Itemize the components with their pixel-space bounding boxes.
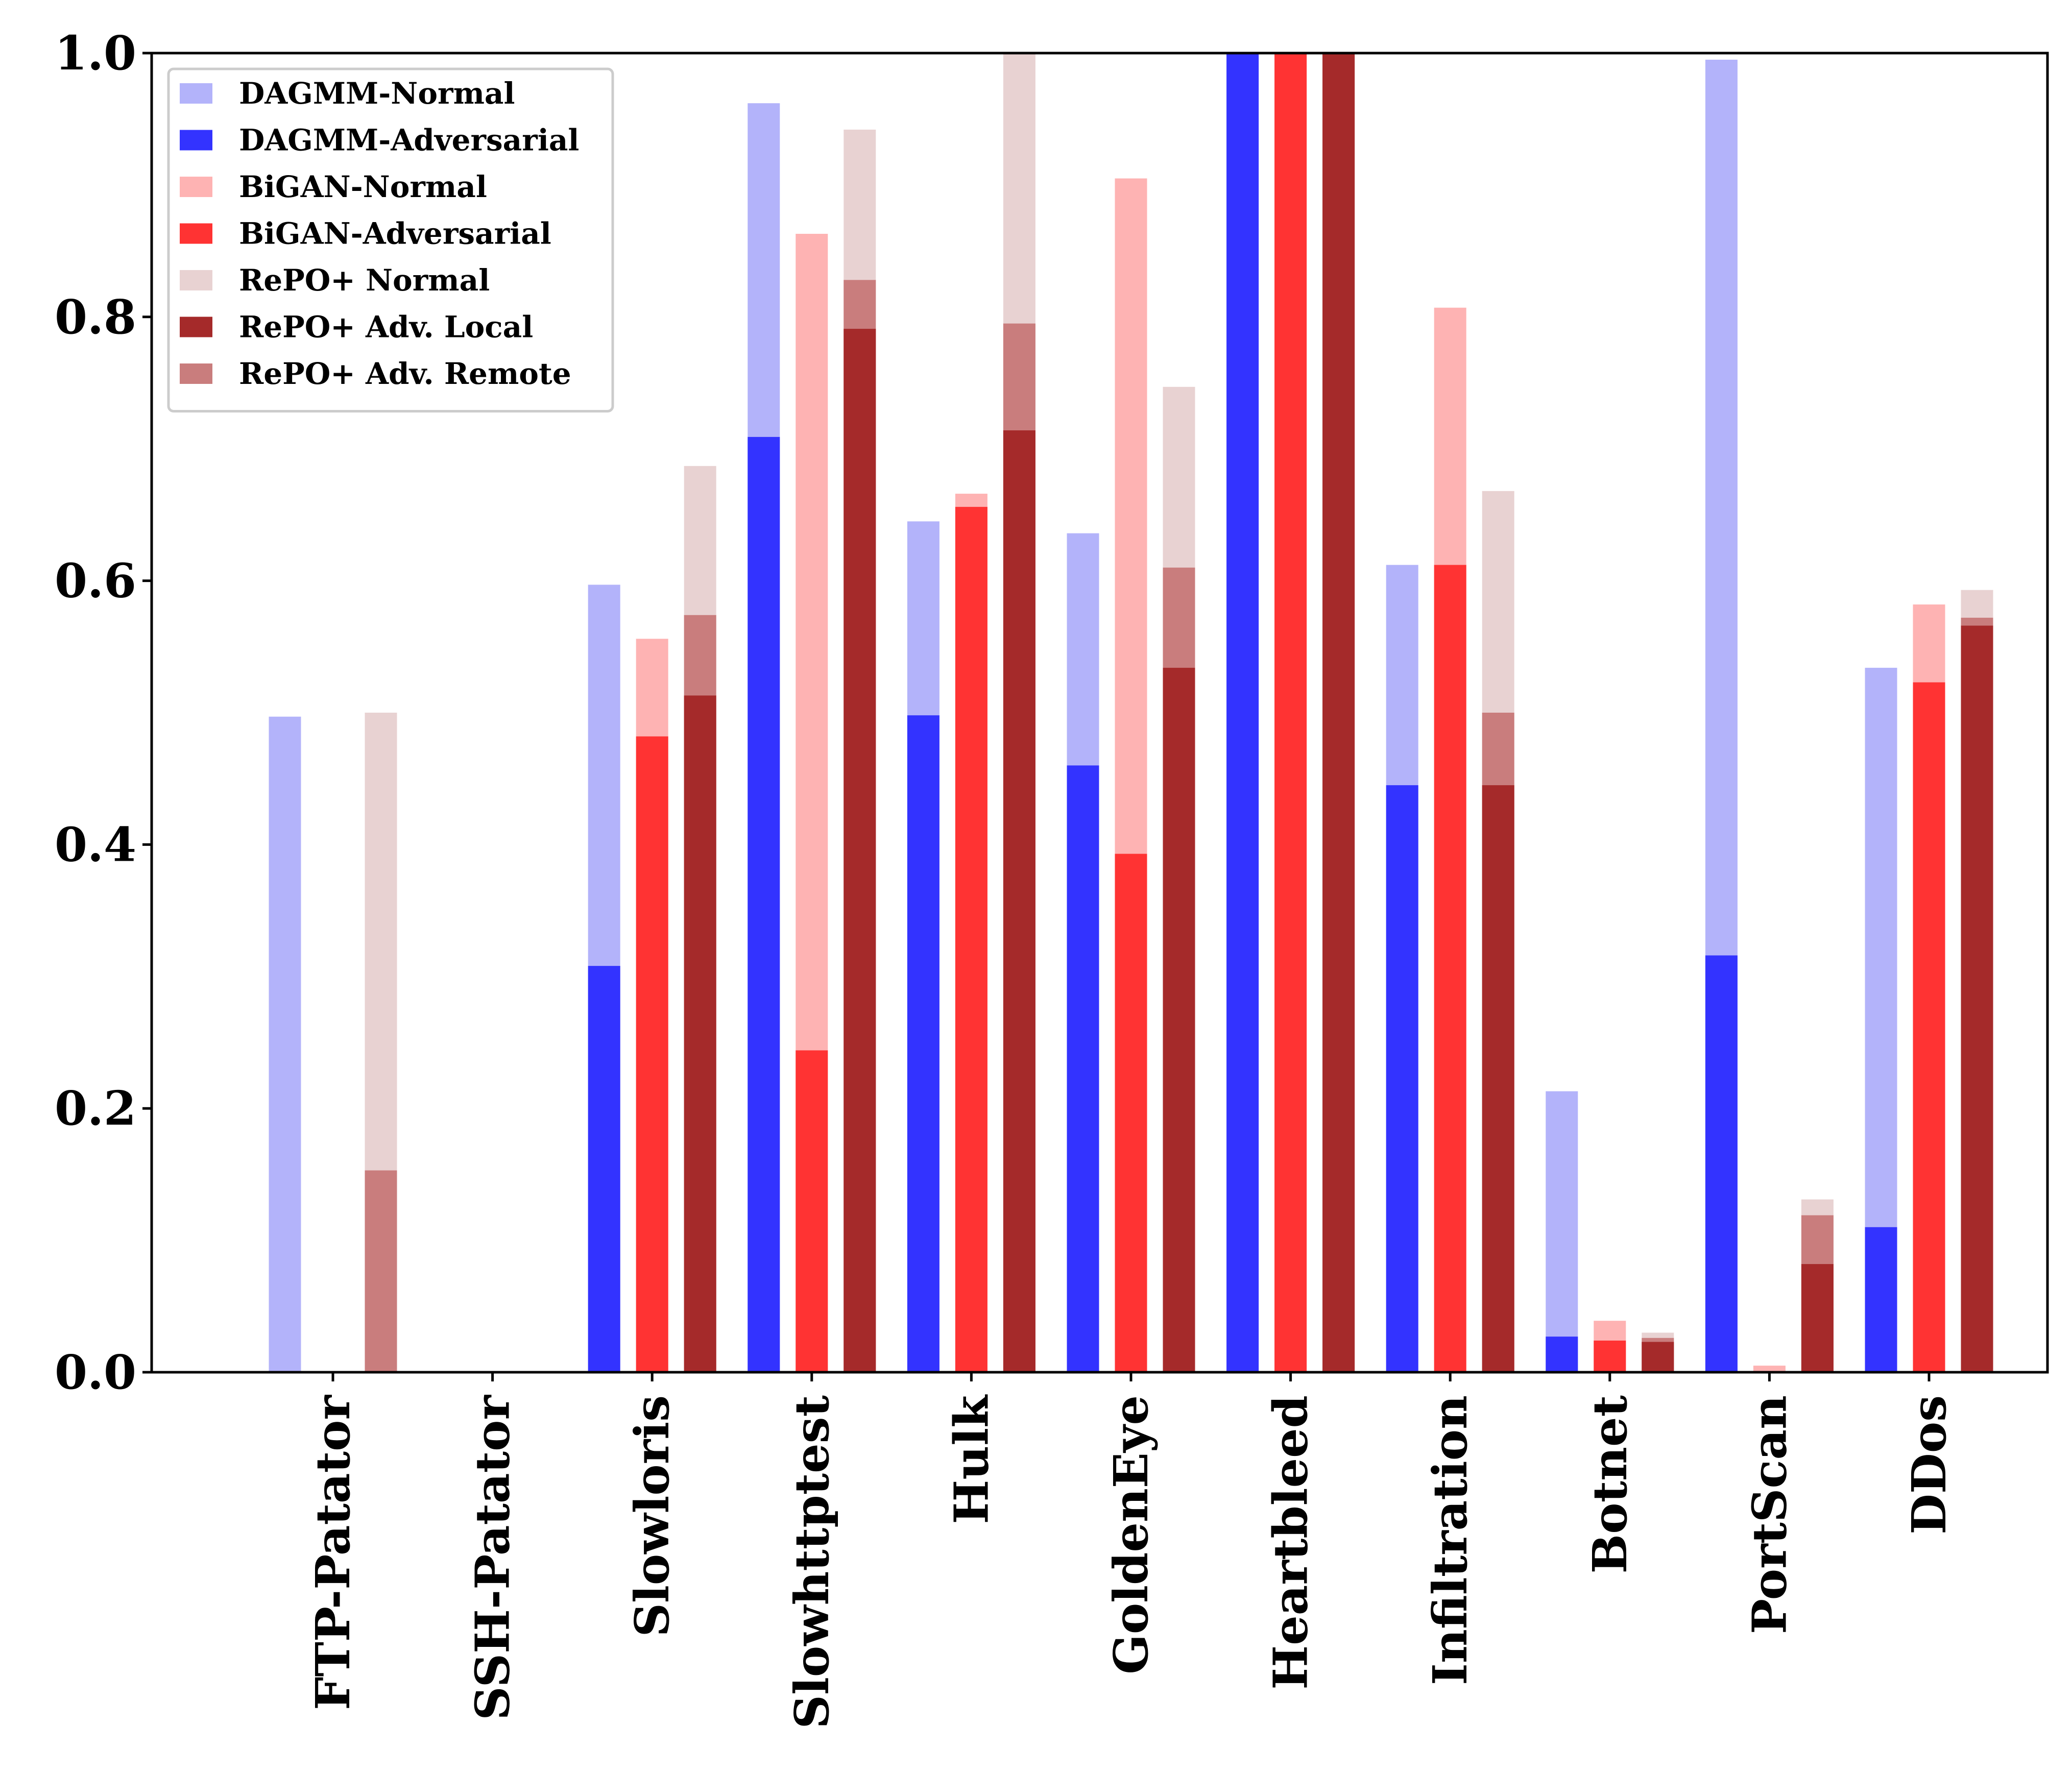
bar-bigan-adversarial-infiltration [1434,565,1466,1372]
x-tick-label-goldeneye: GoldenEye [1103,1395,1159,1674]
bar-dagmm-normal-botnet [1546,1091,1578,1372]
legend-swatch-dagmm-normal [180,83,212,104]
bar-repo-adv-local-botnet [1642,1342,1674,1372]
plot-frame [150,52,2049,1374]
legend-box [167,67,614,412]
x-tick-label-ssh-patator: SSH-Patator [465,1394,520,1720]
y-tick-label: 1.0 [55,26,136,81]
x-tick-label-ftp-patator: FTP-Patator [305,1394,360,1710]
legend-swatch-bigan-adversarial [180,223,212,244]
legend-swatch-dagmm-adversarial [180,130,212,151]
x-tick-label-heartbleed: Heartbleed [1263,1395,1318,1690]
bar-dagmm-adversarial-heartbleed [1226,53,1259,1372]
bar-dagmm-adversarial-ddos [1865,1227,1897,1372]
bar-repo-adv-local-goldeneye [1163,668,1195,1372]
bar-dagmm-adversarial-botnet [1546,1336,1578,1372]
bar-bigan-adversarial-botnet [1594,1341,1626,1372]
y-tick-label: 0.0 [55,1345,136,1400]
x-tick-label-botnet: Botnet [1582,1395,1637,1574]
bar-repo-adv-local-ddos [1961,625,1993,1372]
axes-layer: 0.0 0.2 0.4 0.6 0.8 1.0 FTP-Patator SSH-Patator… [55,26,2049,1729]
bar-dagmm-adversarial-slowloris [588,966,620,1372]
bar-bigan-adversarial-slowhttptest [796,1050,828,1372]
bar-bigan-adversarial-ddos [1913,682,1945,1372]
bar-bigan-adversarial-heartbleed [1274,53,1307,1372]
bar-repo-adv-remote-ftp-patator [365,1170,397,1372]
legend-label-dagmm-adversarial: DAGMM-Adversarial [239,123,579,158]
bar-dagmm-adversarial-portscan [1705,955,1738,1372]
x-tick-label-portscan: PortScan [1742,1395,1797,1634]
x-tick-label-infiltration: Infiltration [1423,1395,1478,1685]
x-tick-label-slowloris: Slowloris [624,1395,680,1637]
bar-bigan-adversarial-goldeneye [1115,854,1147,1372]
y-tick-label: 0.6 [55,553,136,609]
bar-dagmm-adversarial-infiltration [1386,785,1418,1372]
legend-label-repo-adv-local: RePO+ Adv. Local [239,310,533,345]
y-tick-label: 0.4 [55,817,136,872]
y-tick-label: 0.8 [55,289,136,345]
legend-label-bigan-adversarial: BiGAN-Adversarial [239,216,551,251]
bar-dagmm-adversarial-slowhttptest [748,436,780,1372]
legend-label-dagmm-normal: DAGMM-Normal [239,76,515,111]
y-tick-label: 0.2 [55,1081,136,1136]
bars-layer [269,53,1993,1373]
bar-repo-adv-local-infiltration [1482,785,1514,1372]
legend-swatch-bigan-normal [180,177,212,197]
bar-dagmm-adversarial-hulk [907,715,939,1372]
bar-bigan-adversarial-hulk [955,506,987,1372]
bar-repo-adv-local-heartbleed [1322,53,1355,1372]
bar-dagmm-adversarial-goldeneye [1067,765,1099,1372]
legend-swatch-repo-normal [180,270,212,290]
bar-dagmm-normal-ftp-patator [269,716,301,1372]
legend: DAGMM-Normal DAGMM-Adversarial BiGAN-Norma… [167,67,614,412]
legend-label-bigan-normal: BiGAN-Normal [239,169,487,204]
bar-repo-adv-local-slowhttptest [844,329,876,1372]
bar-repo-adv-local-hulk [1003,430,1035,1372]
bar-repo-adv-local-portscan [1801,1264,1834,1372]
bar-bigan-adversarial-slowloris [636,736,668,1372]
legend-label-repo-adv-remote: RePO+ Adv. Remote [239,356,571,391]
bar-repo-adv-local-slowloris [684,695,716,1372]
legend-swatch-repo-adv-remote [180,363,212,384]
bar-bigan-normal-portscan [1753,1366,1786,1372]
x-tick-label-hulk: Hulk [944,1394,999,1524]
legend-swatch-repo-adv-local [180,317,212,337]
x-tick-label-ddos: DDos [1901,1395,1957,1535]
legend-label-repo-normal: RePO+ Normal [239,263,490,298]
x-tick-label-slowhttptest: Slowhttptest [784,1395,839,1729]
